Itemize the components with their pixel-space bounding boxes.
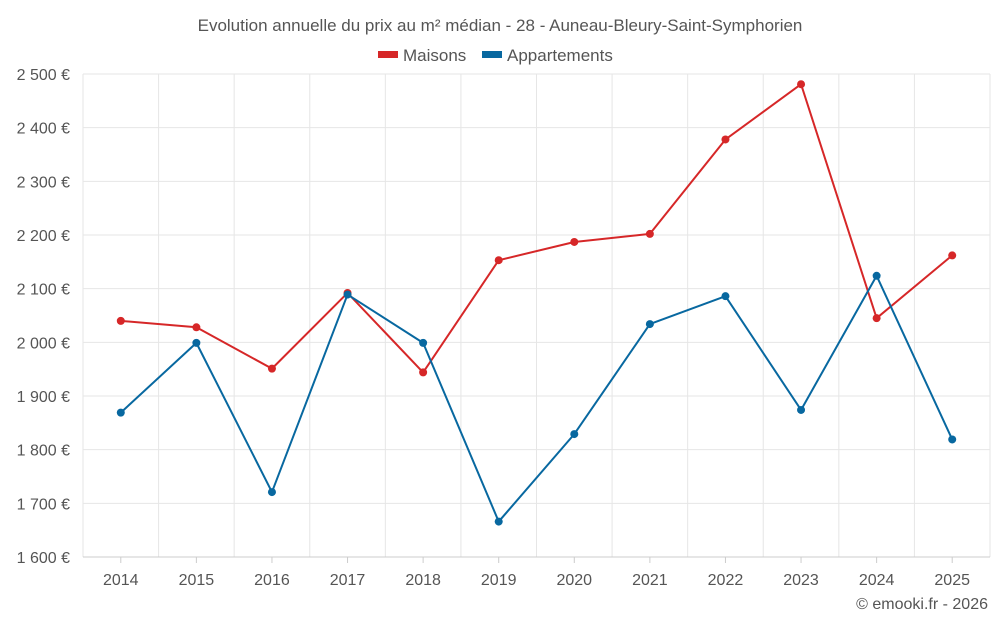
y-tick-label: 1 600 € <box>17 550 70 567</box>
data-point-appartements[interactable] <box>267 488 276 497</box>
x-tick-label: 2022 <box>708 572 744 589</box>
legend: Maisons Appartements <box>378 46 613 65</box>
y-tick-label: 2 100 € <box>17 282 70 299</box>
data-point-maisons[interactable] <box>570 237 579 246</box>
y-tick-label: 1 700 € <box>17 496 70 513</box>
data-point-maisons[interactable] <box>267 364 276 373</box>
y-tick-label: 2 300 € <box>17 174 70 191</box>
data-point-maisons[interactable] <box>494 256 503 265</box>
data-point-appartements[interactable] <box>116 408 125 417</box>
y-tick-label: 2 200 € <box>17 228 70 245</box>
x-tick-label: 2015 <box>179 572 215 589</box>
data-point-appartements[interactable] <box>721 292 730 301</box>
x-tick-label: 2014 <box>103 572 139 589</box>
series-line-appartements <box>120 274 954 523</box>
data-point-maisons[interactable] <box>948 251 957 260</box>
data-point-maisons[interactable] <box>116 316 125 325</box>
series-line-maisons <box>120 83 953 374</box>
y-tick-label: 1 800 € <box>17 443 70 460</box>
legend-item-maisons[interactable]: Maisons <box>378 46 466 65</box>
y-tick-label: 2 500 € <box>17 67 70 84</box>
data-point-appartements[interactable] <box>419 338 428 347</box>
data-point-maisons[interactable] <box>872 314 881 323</box>
data-point-maisons[interactable] <box>797 80 806 89</box>
data-point-appartements[interactable] <box>570 430 579 439</box>
x-tick-label: 2016 <box>254 572 290 589</box>
x-tick-label: 2023 <box>783 572 819 589</box>
x-axis: 2014 2015 2016 2017 2018 2019 2020 2021 2022 2023… <box>83 556 990 589</box>
y-tick-label: 2 400 € <box>17 121 70 138</box>
legend-swatch-appartements <box>482 51 502 58</box>
data-point-appartements[interactable] <box>797 405 806 414</box>
data-point-appartements[interactable] <box>948 435 957 444</box>
y-axis: 1 600 € 1 700 € 1 800 € 1 900 € 2 000 € 2 100… <box>17 67 70 567</box>
data-point-appartements[interactable] <box>645 320 654 329</box>
x-tick-label: 2021 <box>632 572 668 589</box>
data-point-maisons[interactable] <box>721 135 730 144</box>
data-point-appartements[interactable] <box>192 338 201 347</box>
x-tick-label: 2020 <box>556 572 592 589</box>
y-tick-label: 2 000 € <box>17 335 70 352</box>
data-point-appartements[interactable] <box>494 517 503 526</box>
grid <box>82 73 991 558</box>
data-point-appartements[interactable] <box>872 271 881 280</box>
data-point-maisons[interactable] <box>645 229 654 238</box>
data-point-maisons[interactable] <box>192 323 201 332</box>
x-tick-label: 2017 <box>330 572 366 589</box>
y-tick-label: 1 900 € <box>17 389 70 406</box>
legend-label-appartements: Appartements <box>507 46 613 65</box>
x-tick-label: 2019 <box>481 572 517 589</box>
data-point-maisons[interactable] <box>419 368 428 377</box>
series <box>116 80 957 526</box>
data-point-appartements[interactable] <box>343 290 352 299</box>
x-tick-label: 2024 <box>859 572 895 589</box>
legend-swatch-maisons <box>378 51 398 58</box>
x-tick-label: 2025 <box>934 572 970 589</box>
chart-title: Evolution annuelle du prix au m² médian … <box>198 16 803 35</box>
legend-item-appartements[interactable]: Appartements <box>482 46 613 65</box>
credit-text: © emooki.fr - 2026 <box>856 596 988 613</box>
x-tick-label: 2018 <box>405 572 441 589</box>
legend-label-maisons: Maisons <box>403 46 466 65</box>
